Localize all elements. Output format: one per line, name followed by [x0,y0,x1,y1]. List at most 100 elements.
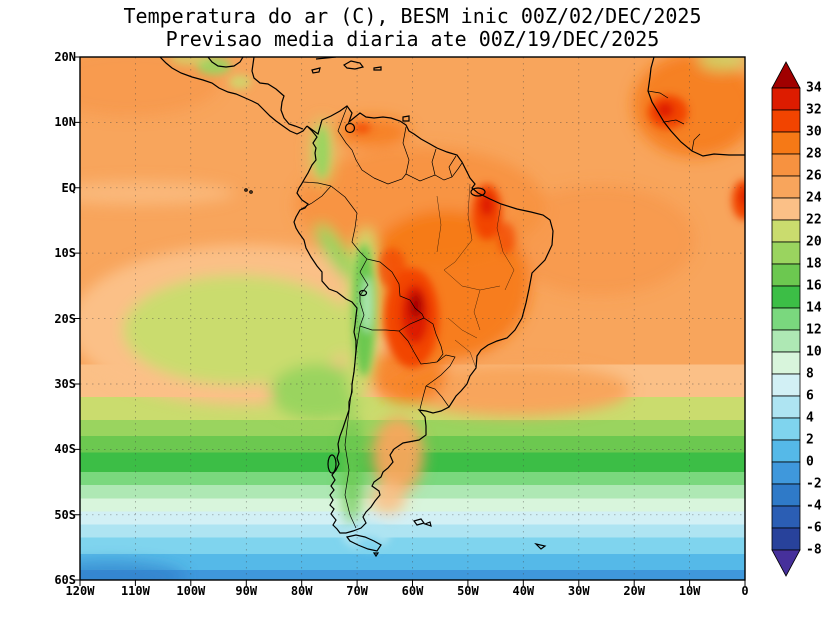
colorbar-segment [771,109,801,133]
colorbar-tick-label: 26 [806,168,822,184]
lon-tick-label: 60W [401,584,424,598]
colorbar-tick-label: 6 [806,388,814,404]
hot-core [656,102,674,118]
island-cape-horn [372,552,380,558]
border-line [398,330,438,365]
border-line [302,181,332,187]
colorbar-segment [771,527,801,551]
colorbar-tick-label: 22 [806,212,822,228]
state-borders [436,183,515,369]
border-line [425,354,456,387]
temperature-blob [80,57,220,116]
colorbar-segment [771,483,801,507]
hot-core [353,123,371,133]
state-border-line [473,289,481,331]
colorbar-segment [771,329,801,353]
plot-frame [79,56,746,581]
central-america-pacific-coast [159,57,308,135]
border-line [366,258,425,319]
state-border-line [447,317,478,339]
lon-tick-label: 90W [235,584,258,598]
border-line [423,317,444,363]
colorbar-segment [771,417,801,441]
temperature-blob [80,561,185,580]
temperature-blob [698,57,745,71]
lon-tick-label: 120W [65,584,95,598]
colorbar-tick-label: 32 [806,102,822,118]
border-line [448,155,457,178]
lat-tick-label: 20S [54,311,76,326]
lon-tick-label: 80W [290,584,313,598]
lat-ticks [74,56,80,581]
state-border-line [467,183,473,241]
island-falklands-east [423,521,432,527]
lon-tick-label: 20W [623,584,645,598]
temperature-blob [633,57,745,157]
temperature-blob [400,364,630,416]
colorbar-segment [771,131,801,155]
border-line [402,126,410,175]
border-line [373,162,463,185]
andes-cold-core [362,277,372,333]
state-border-line [436,195,442,253]
colorbar-tick-label: 2 [806,432,814,448]
border-line [359,258,369,302]
island-galapagos [244,188,248,192]
island-chiloe [327,454,337,474]
island-marajo [470,187,486,197]
colorbar-tick-label: 12 [806,322,822,338]
colorbar-tick-label: -6 [806,520,822,536]
andes-cool-core [315,126,329,178]
colorbar-tick-label: 16 [806,278,822,294]
colorbar-tick-label: 24 [806,190,822,206]
highland-cool-spot [229,75,251,89]
border-line [691,133,701,152]
lat-tick-label: 60S [54,573,76,587]
island-falklands-west [412,518,426,526]
border-line [425,385,450,408]
colorbar-segment [771,241,801,265]
lon-tick-label: 50W [457,584,479,598]
africa-coast [647,57,745,157]
colorbar-segment [771,505,801,529]
colorbar-tick-label: 30 [806,124,822,140]
colorbar-arrow-bottom [771,549,801,577]
state-border-line [443,239,473,271]
colorbar-tick-label: -4 [806,498,822,514]
figure-title-line2: Previsao media diaria ate 00Z/19/DEC/202… [165,27,660,51]
coastlines [159,57,745,558]
colorbar-segment [771,197,801,221]
hot-core [410,293,422,319]
hot-core [378,248,406,288]
lake-maracaibo [344,122,356,134]
island-puerto-rico [373,66,382,71]
state-border-line [454,339,477,369]
lon-ticks [79,580,746,586]
lon-tick-label: 30W [567,584,590,598]
sharp-temperature-cores [170,57,745,551]
hot-core [740,188,745,206]
border-line [330,185,358,214]
border-line [351,212,368,260]
temperature-blob [342,415,362,525]
temperature-field [80,57,745,580]
temperature-blob [123,275,353,385]
colorbar-segment [771,439,801,463]
lake-titicaca [358,289,368,297]
colorbar-tick-label: 20 [806,234,822,250]
island-trinidad [402,115,410,122]
colorbar-segment [771,263,801,287]
lat-tick-label: 30S [54,376,76,391]
colorbar-segment [771,351,801,375]
gulf-of-mexico-coast [207,57,244,68]
colorbar [771,61,801,577]
temperature-blob [372,417,424,493]
border-line [663,119,685,125]
state-border-line [443,269,501,291]
colorbar-segment [771,87,801,111]
border-line [419,385,427,410]
colorbar-tick-label: 4 [806,410,814,426]
temperature-blob [370,482,406,514]
